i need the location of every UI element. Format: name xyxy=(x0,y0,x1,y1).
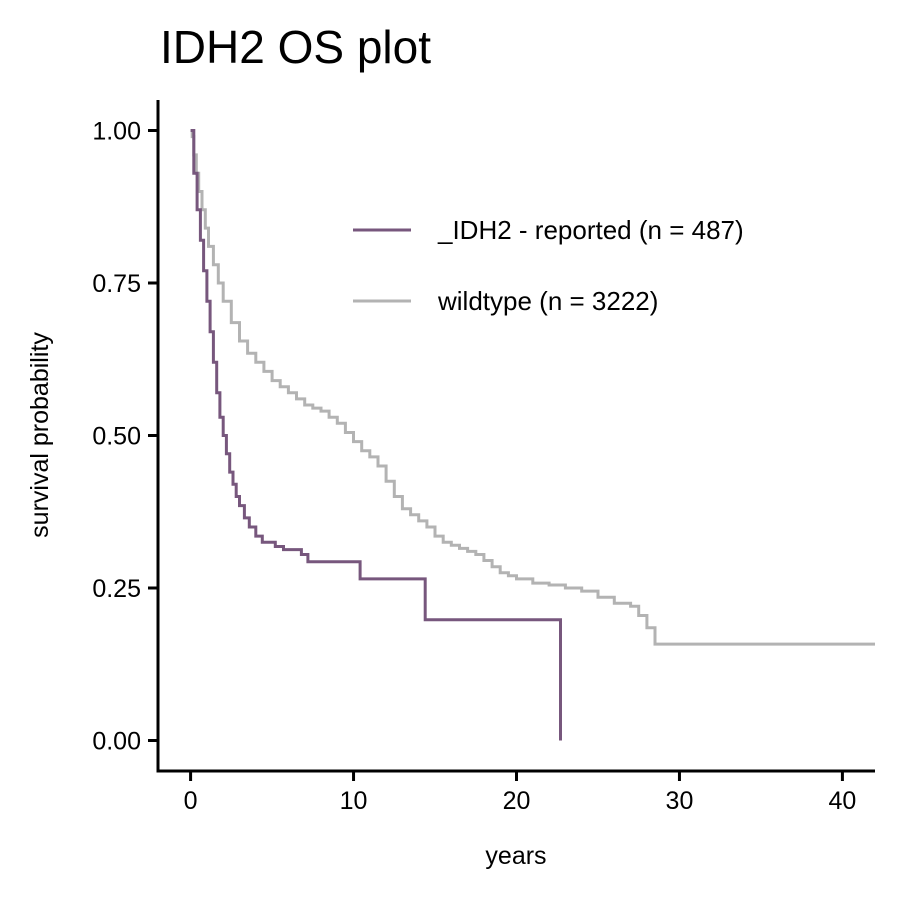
legend-label-0: _IDH2 - reported (n = 487) xyxy=(437,215,744,245)
x-axis-title: years xyxy=(485,842,546,870)
y-tick-label: 0.25 xyxy=(92,575,141,603)
x-tick-label: 0 xyxy=(184,787,198,815)
y-tick-label: 0.50 xyxy=(92,423,141,451)
series-line-0 xyxy=(190,129,562,741)
series-line-1 xyxy=(190,129,875,646)
x-tick-label: 10 xyxy=(340,787,368,815)
x-tick-label: 20 xyxy=(503,787,531,815)
x-tick-label: 30 xyxy=(666,787,694,815)
y-axis-ticks: 0.00 0.25 0.50 0.75 1.00 xyxy=(92,118,158,756)
y-tick-label: 0.75 xyxy=(92,270,141,298)
plot-lines xyxy=(190,129,875,741)
x-axis-ticks: 0 10 20 30 40 xyxy=(184,771,857,815)
y-tick-label: 1.00 xyxy=(92,118,141,146)
legend-label-1: wildtype (n = 3222) xyxy=(437,286,658,316)
y-axis-title: survival probability xyxy=(26,332,54,538)
legend: _IDH2 - reported (n = 487) wildtype (n = … xyxy=(353,215,744,316)
y-tick-label: 0.00 xyxy=(92,728,141,756)
x-tick-label: 40 xyxy=(829,787,857,815)
chart-title: IDH2 OS plot xyxy=(160,21,431,73)
